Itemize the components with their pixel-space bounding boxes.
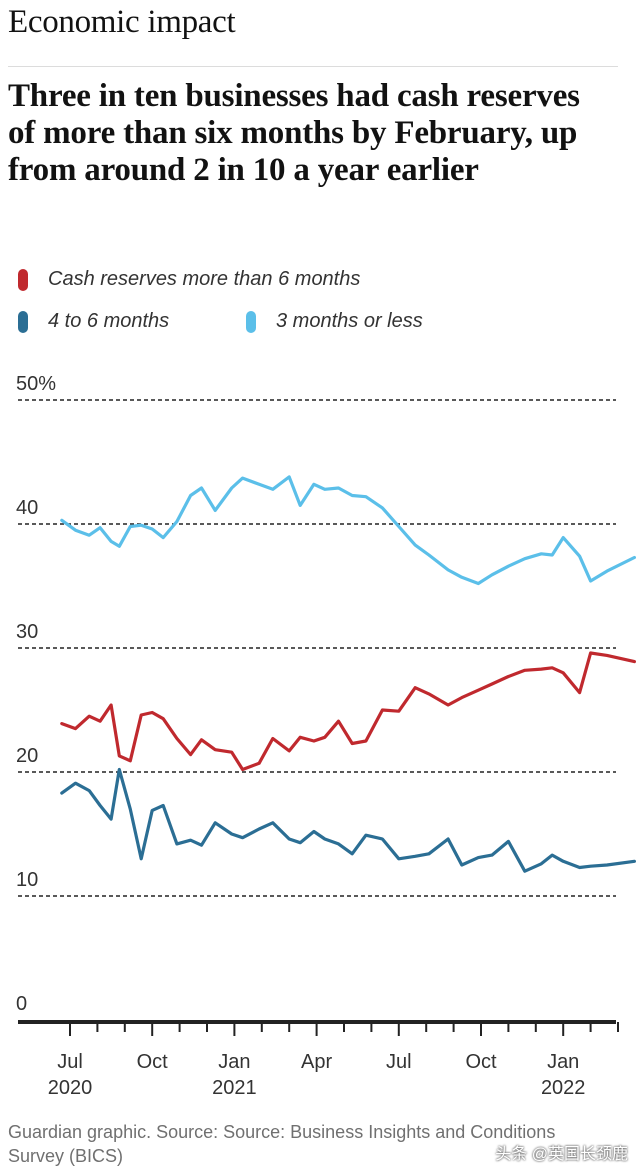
y-tick-label: 50% [16, 373, 56, 395]
x-tick-label: Jan [218, 1051, 250, 1073]
y-tick-label: 30 [16, 621, 38, 643]
legend-item-more-than-6-months: Cash reserves more than 6 months [18, 268, 360, 291]
legend-swatch-red [18, 268, 28, 291]
title-divider [8, 66, 618, 67]
x-tick-label: Oct [137, 1051, 169, 1073]
series-line-3-months-or-less [60, 475, 637, 586]
watermark: 头条 @英国长颈鹿 [495, 1146, 628, 1163]
legend-item-3-months-or-less: 3 months or less [246, 310, 423, 333]
legend-swatch-dark-blue [18, 310, 28, 333]
source-note: Guardian graphic. Source: Source: Busine… [8, 1122, 556, 1166]
x-tick-label: Jul [57, 1051, 83, 1073]
y-tick-label: 40 [16, 497, 38, 519]
line-chart: 50% 40 30 20 10 0 Jul 2020 Oct Jan 2021 Apr Jul Oct Ja… [16, 373, 637, 1099]
section-title: Economic impact [8, 4, 236, 40]
y-tick-label: 20 [16, 745, 38, 767]
chart-headline: Three in ten businesses had cash reserve… [8, 78, 580, 188]
series-line-cash-reserves-more-than-6-months [60, 651, 637, 772]
legend-label: 4 to 6 months [48, 310, 170, 332]
series-line-4-to-6-months [60, 767, 637, 873]
x-tick-label: Apr [301, 1051, 332, 1073]
y-tick-label: 0 [16, 993, 27, 1015]
y-tick-label: 10 [16, 869, 38, 891]
legend-label: 3 months or less [276, 310, 423, 332]
x-tick-label: Jul [386, 1051, 412, 1073]
x-tick-year-label: 2021 [212, 1077, 257, 1099]
x-tick-label: Jan [547, 1051, 579, 1073]
legend-swatch-light-blue [246, 310, 256, 333]
x-tick-year-label: 2022 [541, 1077, 586, 1099]
legend-label: Cash reserves more than 6 months [48, 268, 361, 290]
legend-item-4-to-6-months: 4 to 6 months [18, 310, 169, 333]
x-tick-year-label: 2020 [48, 1077, 93, 1099]
x-tick-label: Oct [465, 1051, 497, 1073]
